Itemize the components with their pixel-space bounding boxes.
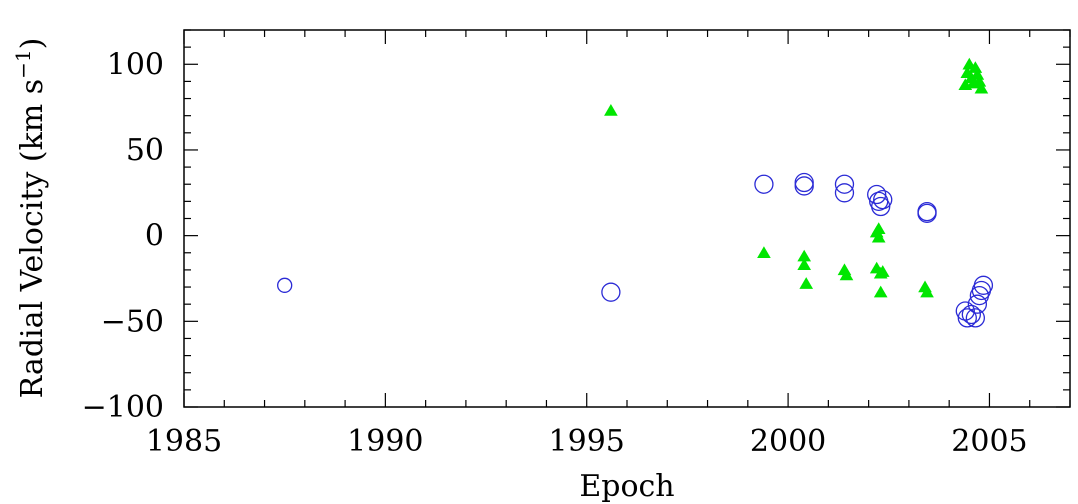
filled-triangle-point xyxy=(797,249,812,262)
y-axis-label: Radial Velocity (km s−1) xyxy=(11,38,50,399)
x-tick-label: 1985 xyxy=(146,424,222,459)
filled-triangle-point xyxy=(797,258,812,270)
open-circle-point xyxy=(973,275,994,295)
filled-triangle-point xyxy=(799,277,814,289)
major-ticks xyxy=(183,30,1070,408)
open-circle-point xyxy=(277,277,293,293)
x-tick-label: 2000 xyxy=(750,424,826,459)
filled-triangle-point xyxy=(875,265,890,277)
filled-triangle-point xyxy=(604,104,618,116)
filled-triangle-point xyxy=(873,285,888,298)
x-axis-label: Epoch xyxy=(579,469,674,504)
open-circle-point xyxy=(967,294,988,314)
open-circle-point xyxy=(794,176,814,196)
open-circle-point xyxy=(961,304,981,325)
y-axis-label-superscript: −1 xyxy=(11,49,35,78)
open-circle-point xyxy=(754,174,774,194)
y-axis-label-close: ) xyxy=(15,38,50,50)
filled-triangle-point xyxy=(871,222,886,234)
open-circle-point xyxy=(834,183,855,203)
y-tick-label: 100 xyxy=(107,47,164,82)
filled-triangle-point xyxy=(974,81,989,94)
filled-triangle-point xyxy=(839,268,854,281)
filled-triangle-point xyxy=(757,246,771,258)
open-circle-point xyxy=(873,189,893,210)
open-circle-point xyxy=(917,203,937,224)
minor-ticks xyxy=(184,29,1071,407)
plot-frame xyxy=(183,29,1071,408)
y-axis-label-text: Radial Velocity (km s xyxy=(15,79,50,399)
filled-triangle-point xyxy=(920,285,934,298)
open-circle-point xyxy=(601,282,621,302)
x-tick-label: 1990 xyxy=(347,424,423,459)
open-circle-point xyxy=(965,308,986,328)
x-tick-label: 1995 xyxy=(549,424,625,459)
data-points xyxy=(277,57,994,328)
y-tick-labels: −100 −50 0 50 100 xyxy=(82,47,164,425)
y-tick-label: −50 xyxy=(101,304,164,339)
x-tick-labels: 1985 1990 1995 2000 2005 xyxy=(146,424,1028,459)
open-circle-point xyxy=(834,174,855,194)
y-tick-label: 0 xyxy=(145,219,164,254)
open-circle-point xyxy=(955,301,975,321)
open-circle-point xyxy=(957,308,977,328)
x-tick-label: 2005 xyxy=(951,424,1027,459)
y-tick-label: −100 xyxy=(82,390,164,425)
open-circle-point xyxy=(867,184,887,205)
y-tick-label: 50 xyxy=(126,133,164,168)
filled-triangle-point xyxy=(968,61,983,73)
filled-triangle-point xyxy=(972,74,987,87)
open-circle-point xyxy=(871,196,891,217)
open-circle-point xyxy=(917,201,937,222)
open-circle-point xyxy=(794,172,814,193)
filled-triangle-point xyxy=(871,230,886,243)
filled-triangle-point xyxy=(970,68,985,80)
